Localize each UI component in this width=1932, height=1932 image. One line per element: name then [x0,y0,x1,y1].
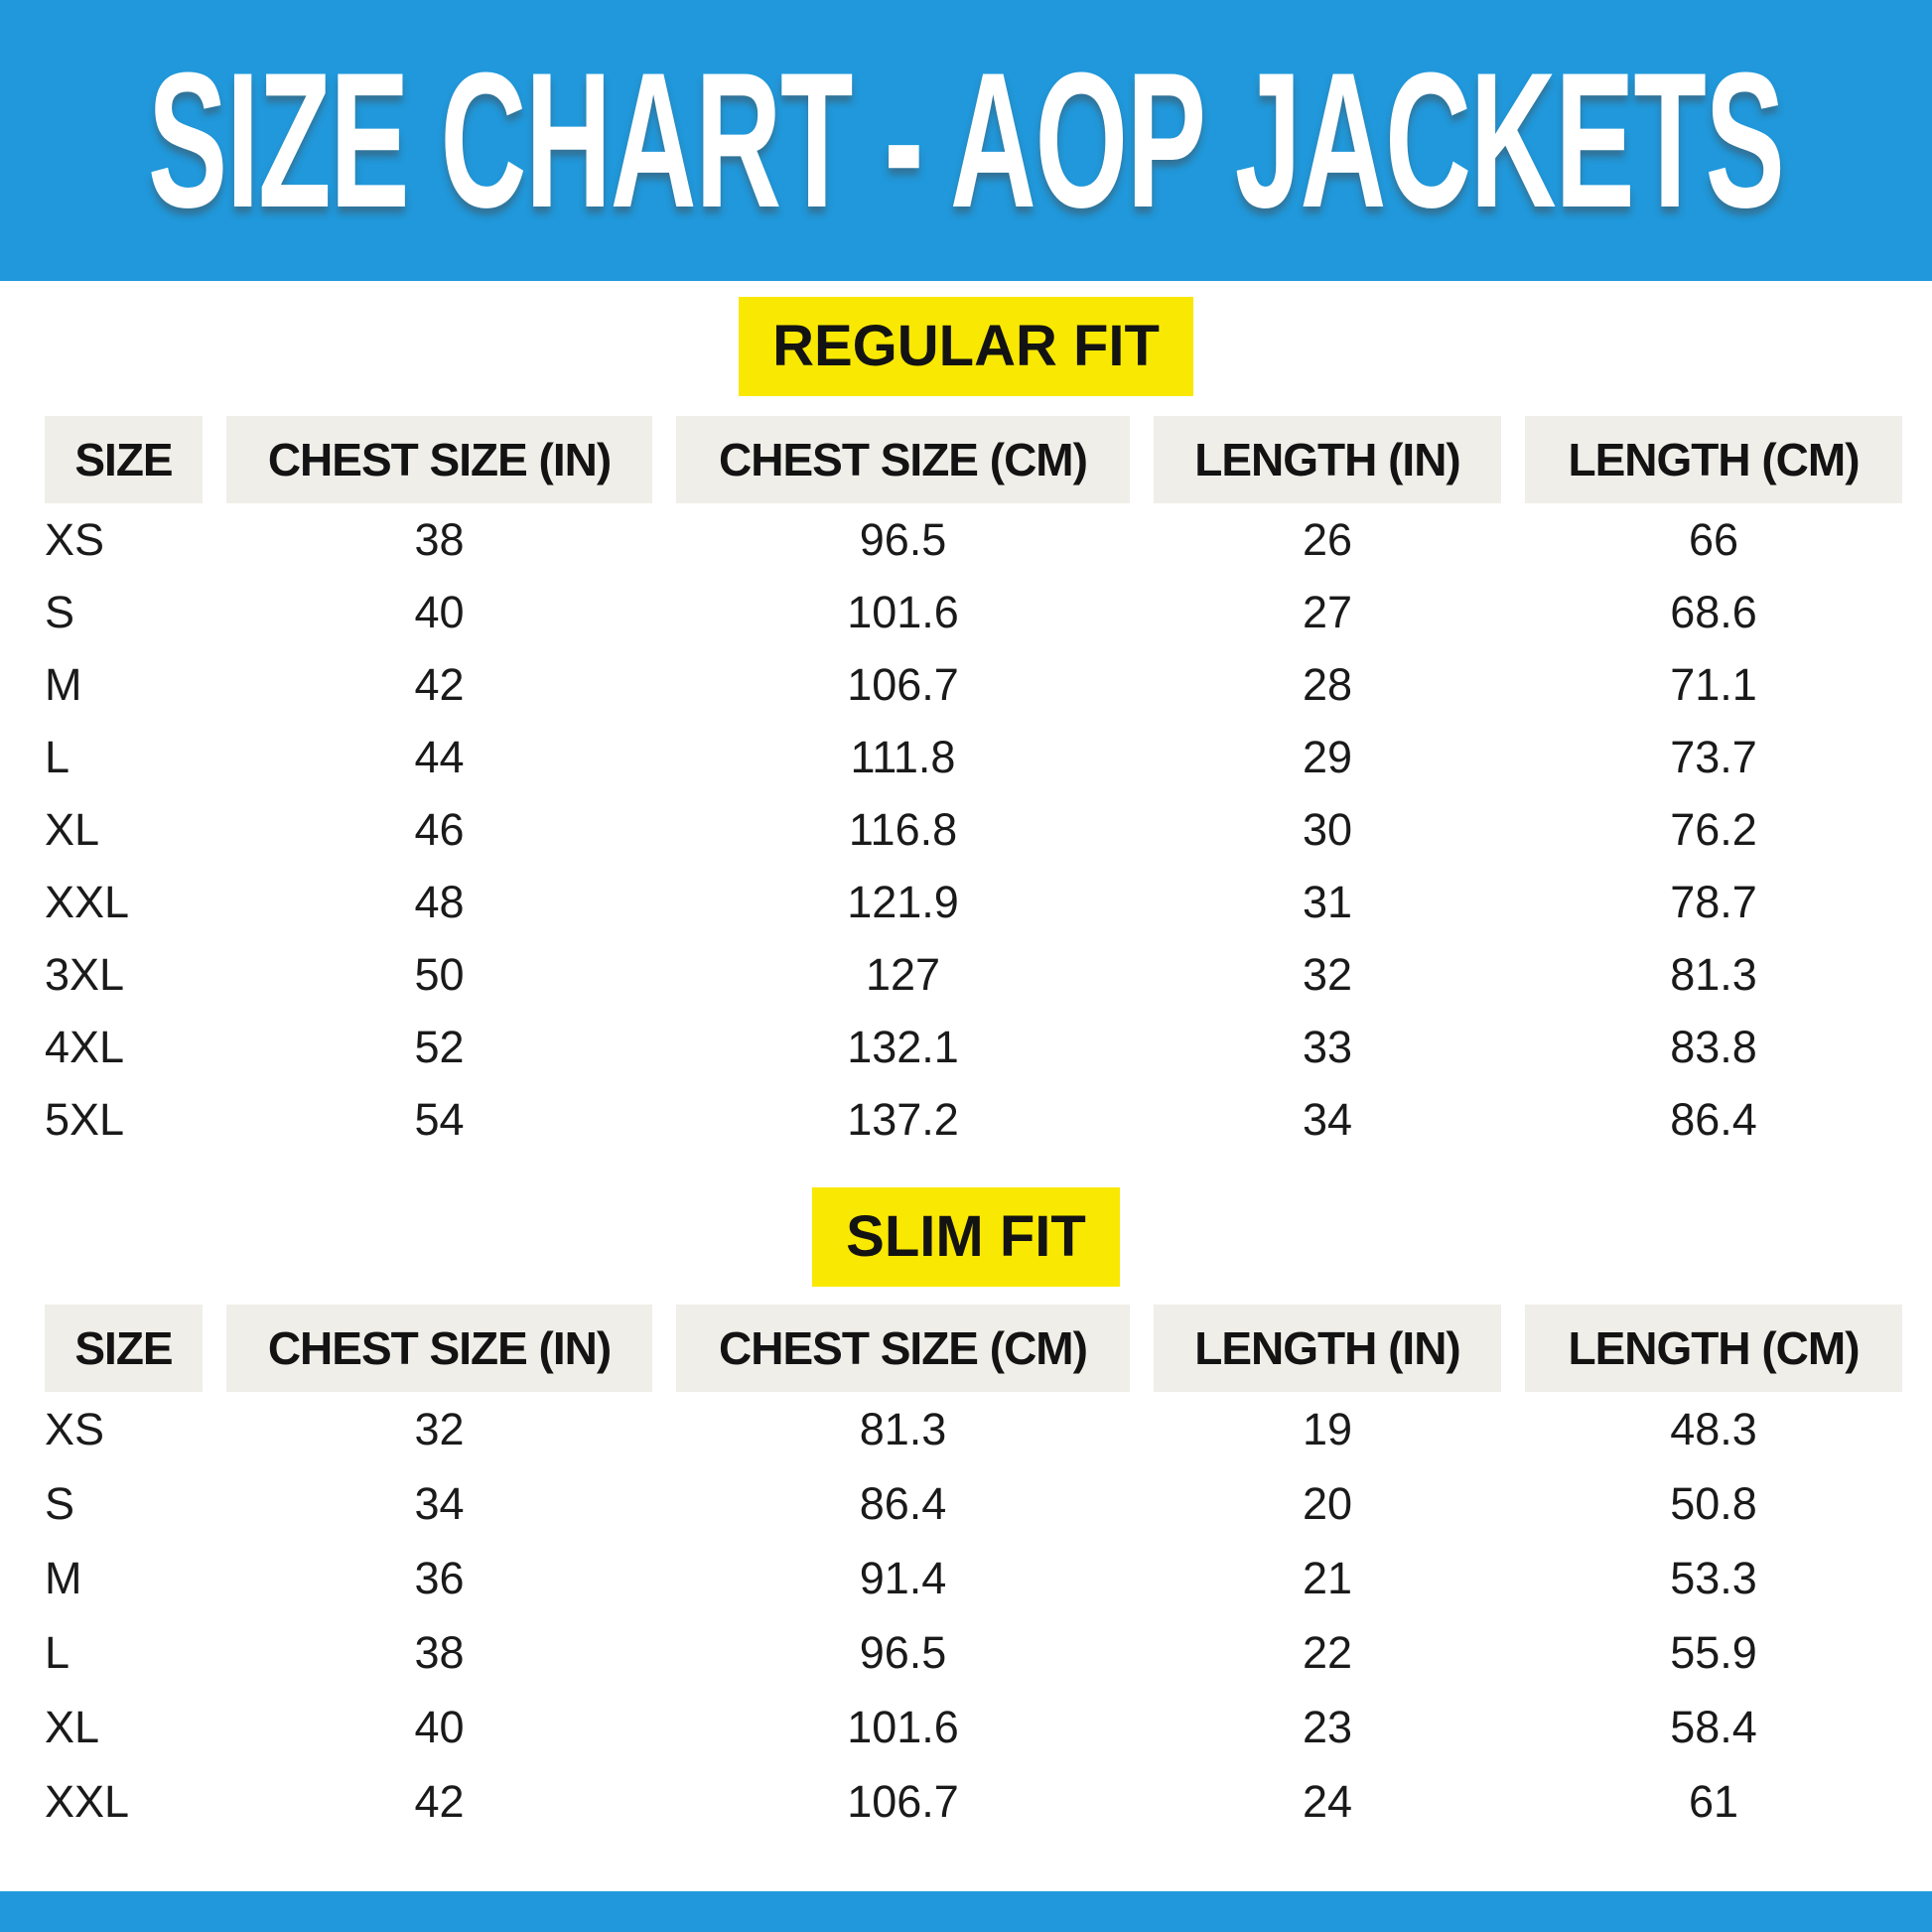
value-cell: 78.7 [1670,876,1757,927]
value-cell: 52 [414,1021,465,1072]
value-cell: 46 [414,803,465,855]
value-cell: 23 [1302,1701,1353,1752]
size-cell: M [45,1552,82,1603]
regular-fit-heading: REGULAR FIT [739,297,1193,396]
value-cell: 71.1 [1670,658,1757,710]
value-cell: 40 [414,586,465,637]
title-banner: SIZE CHART - AOP JACKETS [0,0,1932,281]
value-cell: 91.4 [859,1552,947,1603]
size-cell: 5XL [45,1093,125,1145]
value-cell: 68.6 [1670,586,1757,637]
value-cell: 42 [414,1775,465,1827]
value-cell: 50 [414,948,465,1000]
header-cell: SIZE [45,416,203,503]
header-cell: CHEST SIZE (IN) [226,1305,652,1392]
value-cell: 48 [414,876,465,927]
value-cell: 19 [1302,1403,1353,1454]
value-cell: 32 [414,1403,465,1454]
value-cell: 55.9 [1670,1626,1757,1678]
value-cell: 132.1 [847,1021,959,1072]
size-cell: XS [45,513,105,565]
size-cell: S [45,1477,75,1529]
slim-fit-heading: SLIM FIT [812,1187,1120,1287]
size-cell: XXL [45,1775,130,1827]
value-cell: 106.7 [847,658,959,710]
value-cell: 83.8 [1670,1021,1757,1072]
size-cell: M [45,658,82,710]
size-cell: L [45,1626,70,1678]
value-cell: 42 [414,658,465,710]
value-cell: 121.9 [847,876,959,927]
value-cell: 30 [1302,803,1353,855]
value-cell: 27 [1302,586,1353,637]
size-cell: XS [45,1403,105,1454]
value-cell: 29 [1302,731,1353,782]
header-cell: CHEST SIZE (IN) [226,416,652,503]
value-cell: 106.7 [847,1775,959,1827]
value-cell: 53.3 [1670,1552,1757,1603]
value-cell: 61 [1688,1775,1739,1827]
value-cell: 34 [414,1477,465,1529]
slim-fit-heading-wrap: SLIM FIT [0,1187,1932,1287]
value-cell: 86.4 [1670,1093,1757,1145]
value-cell: 44 [414,731,465,782]
slim-fit-table: SIZE CHEST SIZE (IN) CHEST SIZE (CM) LENGTH… [45,1305,1903,1839]
value-cell: 21 [1302,1552,1353,1603]
value-cell: 54 [414,1093,465,1145]
value-cell: 58.4 [1670,1701,1757,1752]
value-cell: 38 [414,513,465,565]
value-cell: 26 [1302,513,1353,565]
size-cell: XXL [45,876,130,927]
page-title: SIZE CHART - AOP JACKETS [148,33,1785,248]
size-cell: L [45,731,70,782]
header-cell: LENGTH (CM) [1525,1305,1902,1392]
value-cell: 86.4 [859,1477,947,1529]
header-cell: CHEST SIZE (CM) [676,1305,1130,1392]
value-cell: 36 [414,1552,465,1603]
value-cell: 40 [414,1701,465,1752]
value-cell: 96.5 [859,1626,947,1678]
value-cell: 32 [1302,948,1353,1000]
value-cell: 66 [1688,513,1739,565]
value-cell: 101.6 [847,586,959,637]
header-cell: LENGTH (IN) [1154,1305,1501,1392]
size-cell: 4XL [45,1021,125,1072]
size-cell: S [45,586,75,637]
value-cell: 76.2 [1670,803,1757,855]
header-cell: SIZE [45,1305,203,1392]
value-cell: 127 [865,948,941,1000]
header-cell: CHEST SIZE (CM) [676,416,1130,503]
regular-fit-heading-wrap: REGULAR FIT [0,297,1932,396]
value-cell: 73.7 [1670,731,1757,782]
value-cell: 31 [1302,876,1353,927]
size-cell: 3XL [45,948,125,1000]
bottom-banner [0,1891,1932,1932]
size-cell: XL [45,1701,100,1752]
value-cell: 20 [1302,1477,1353,1529]
value-cell: 38 [414,1626,465,1678]
value-cell: 24 [1302,1775,1353,1827]
value-cell: 50.8 [1670,1477,1757,1529]
header-cell: LENGTH (IN) [1154,416,1501,503]
value-cell: 116.8 [848,803,958,855]
value-cell: 81.3 [1670,948,1757,1000]
value-cell: 28 [1302,658,1353,710]
value-cell: 101.6 [847,1701,959,1752]
value-cell: 81.3 [859,1403,947,1454]
value-cell: 33 [1302,1021,1353,1072]
regular-fit-table: SIZE CHEST SIZE (IN) CHEST SIZE (CM) LENGTH… [45,416,1903,1156]
header-cell: LENGTH (CM) [1525,416,1902,503]
value-cell: 137.2 [847,1093,959,1145]
value-cell: 111.8 [850,731,956,782]
value-cell: 48.3 [1670,1403,1757,1454]
size-cell: XL [45,803,100,855]
value-cell: 34 [1302,1093,1353,1145]
value-cell: 96.5 [859,513,947,565]
value-cell: 22 [1302,1626,1353,1678]
